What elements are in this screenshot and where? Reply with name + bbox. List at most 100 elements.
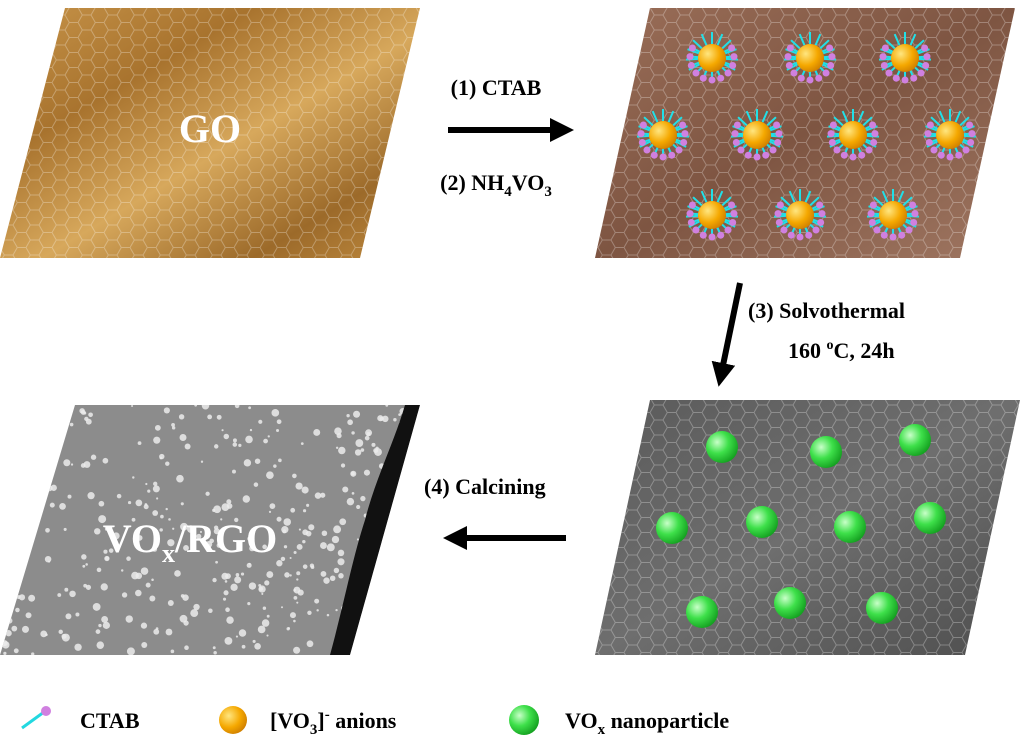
sem-particle	[165, 628, 173, 636]
sem-particle	[165, 507, 168, 511]
sem-particle	[178, 414, 185, 420]
micelle	[878, 32, 932, 84]
vo3-anion	[891, 44, 919, 72]
sem-particle	[364, 435, 370, 441]
ctab-head	[870, 138, 878, 146]
sem-particle	[354, 449, 362, 456]
ctab-head	[865, 146, 873, 154]
ctab-head	[786, 44, 794, 52]
ctab-head	[724, 69, 732, 77]
sem-particle	[406, 478, 414, 486]
sem-particle	[165, 461, 170, 466]
sem-particle	[232, 442, 238, 447]
sem-particle	[262, 544, 267, 550]
nanoparticle	[706, 431, 738, 463]
sem-particle	[167, 539, 175, 547]
ctab-head	[717, 74, 725, 82]
nanoparticle	[834, 511, 866, 543]
sem-particle	[116, 493, 122, 499]
sem-particle	[398, 413, 402, 417]
sem-particle	[213, 525, 219, 530]
ctab-tail	[954, 110, 962, 123]
sem-particle	[224, 636, 233, 645]
sem-particle	[222, 597, 227, 601]
ctab-head	[925, 138, 933, 146]
sem-particle	[15, 607, 20, 613]
ctab-head	[946, 153, 954, 161]
sem-particle	[333, 525, 342, 534]
sem-particle	[385, 405, 389, 407]
ctab-tail	[862, 116, 873, 127]
ctab-tail	[833, 116, 844, 127]
sem-particle	[295, 482, 303, 490]
sem-particle	[46, 485, 53, 492]
sem-particle	[223, 590, 229, 596]
sem-particle	[298, 528, 302, 531]
label-sub: x	[162, 539, 175, 568]
sem-particle	[28, 466, 37, 475]
sem-particle	[215, 560, 218, 564]
sem-particle	[98, 623, 102, 628]
ctab-tail	[959, 116, 970, 127]
sem-particle	[75, 612, 80, 617]
sem-particle	[167, 600, 174, 606]
sem-particle	[159, 453, 165, 460]
sem-particle	[306, 503, 310, 507]
ctab-head	[921, 44, 929, 52]
sem-particle	[112, 532, 120, 540]
sem-particle	[254, 642, 261, 650]
ctab-head	[773, 121, 781, 129]
sem-particle	[53, 452, 60, 459]
sem-particle	[248, 582, 257, 590]
ctab-head	[871, 130, 879, 138]
sem-particle	[290, 507, 296, 513]
sem-particle	[314, 492, 322, 499]
sem-particle	[296, 578, 299, 581]
ctab-tail	[938, 110, 946, 123]
ctab-head	[650, 151, 658, 159]
sem-particle	[25, 612, 32, 619]
sem-particle	[120, 569, 124, 572]
ctab-head	[806, 76, 814, 84]
ctab-head	[873, 226, 881, 234]
sem-particle	[267, 435, 270, 438]
micelle	[685, 189, 739, 241]
sem-particle	[296, 544, 303, 550]
ctab-tail	[761, 110, 769, 123]
sem-particle	[392, 576, 396, 580]
sem-particle	[194, 405, 198, 407]
sem-particle	[121, 592, 128, 598]
sem-particle	[314, 598, 320, 604]
sem-particle	[283, 518, 292, 526]
label-part: C, 24h	[834, 338, 895, 363]
sem-particle	[184, 645, 189, 651]
ctab-tail	[930, 116, 941, 127]
ctab-head	[687, 218, 695, 226]
sem-particle	[302, 564, 308, 569]
micelle	[730, 109, 784, 161]
sem-particle	[13, 508, 17, 512]
sem-particle	[360, 495, 366, 502]
sem-particle	[50, 460, 58, 468]
nanoparticle	[810, 436, 842, 468]
sem-particle	[102, 621, 110, 629]
sem-particle	[220, 518, 223, 521]
sem-particle	[21, 475, 24, 478]
sem-particle	[48, 458, 53, 463]
ctab-head	[805, 231, 813, 239]
sem-particle	[258, 419, 263, 424]
ctab-head	[639, 121, 647, 129]
sem-particle	[280, 556, 286, 562]
sem-particle	[337, 558, 345, 566]
ctab-head	[728, 44, 736, 52]
ctab-head	[849, 153, 857, 161]
sem-particle	[135, 589, 142, 597]
sem-particle	[329, 575, 336, 581]
ctab-head	[885, 69, 893, 77]
sem-particle	[15, 425, 22, 432]
label-part: 160	[788, 338, 827, 363]
sem-particle	[367, 612, 376, 621]
ctab-head	[868, 218, 876, 226]
ctab-head	[833, 146, 841, 154]
